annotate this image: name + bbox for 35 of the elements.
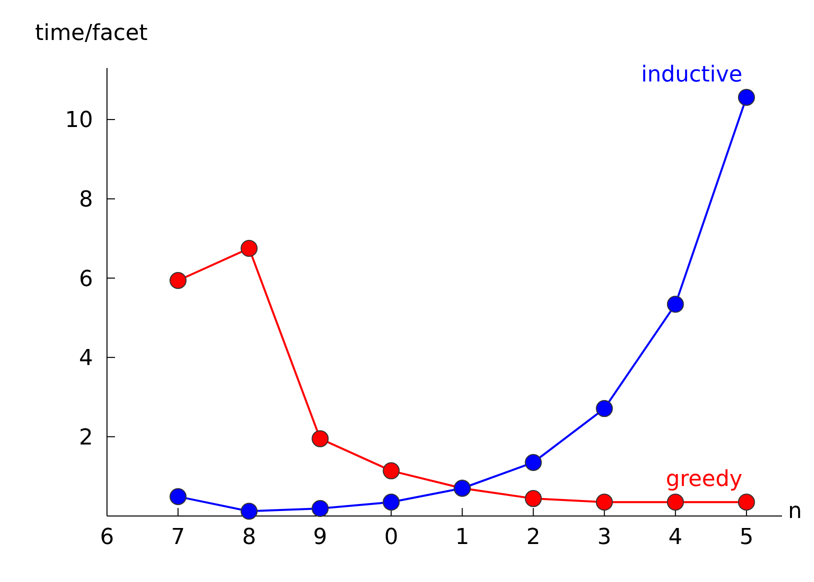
point (170, 488, 187, 506)
x-tick-label: 2 (526, 525, 540, 550)
point (596, 400, 613, 418)
x-tick-label: 1 (455, 525, 470, 550)
x-tick-label: 7 (171, 525, 186, 550)
x-tick-label: 6 (100, 525, 114, 550)
point (596, 494, 613, 511)
point (524, 454, 542, 471)
point (666, 494, 684, 511)
point (312, 500, 329, 517)
x-tick-label: 8 (242, 525, 256, 550)
x-tick-label: 3 (597, 525, 612, 550)
point (382, 494, 400, 511)
y-tick-label: 10 (65, 108, 93, 134)
y-tick-label: 8 (79, 188, 93, 213)
point (170, 272, 187, 290)
y-tick-label: 6 (79, 266, 93, 292)
x-tick-label: 5 (739, 525, 754, 550)
y-tick-label: 4 (79, 346, 93, 372)
y-axis-title: time/facet (35, 21, 148, 46)
x-tick-label: 4 (668, 525, 682, 550)
point (382, 462, 400, 480)
series-label: greedy (666, 467, 742, 492)
x-axis-title: n (788, 499, 802, 524)
y-tick-label: 2 (79, 425, 93, 450)
point (738, 494, 755, 511)
x-tick-label: 9 (313, 525, 328, 550)
point (240, 502, 258, 520)
x-tick-label: 0 (384, 525, 398, 550)
point (312, 430, 329, 448)
point (666, 296, 684, 313)
point (240, 240, 258, 257)
point (738, 88, 755, 106)
series-label: inductive (641, 62, 742, 88)
point (524, 490, 542, 508)
